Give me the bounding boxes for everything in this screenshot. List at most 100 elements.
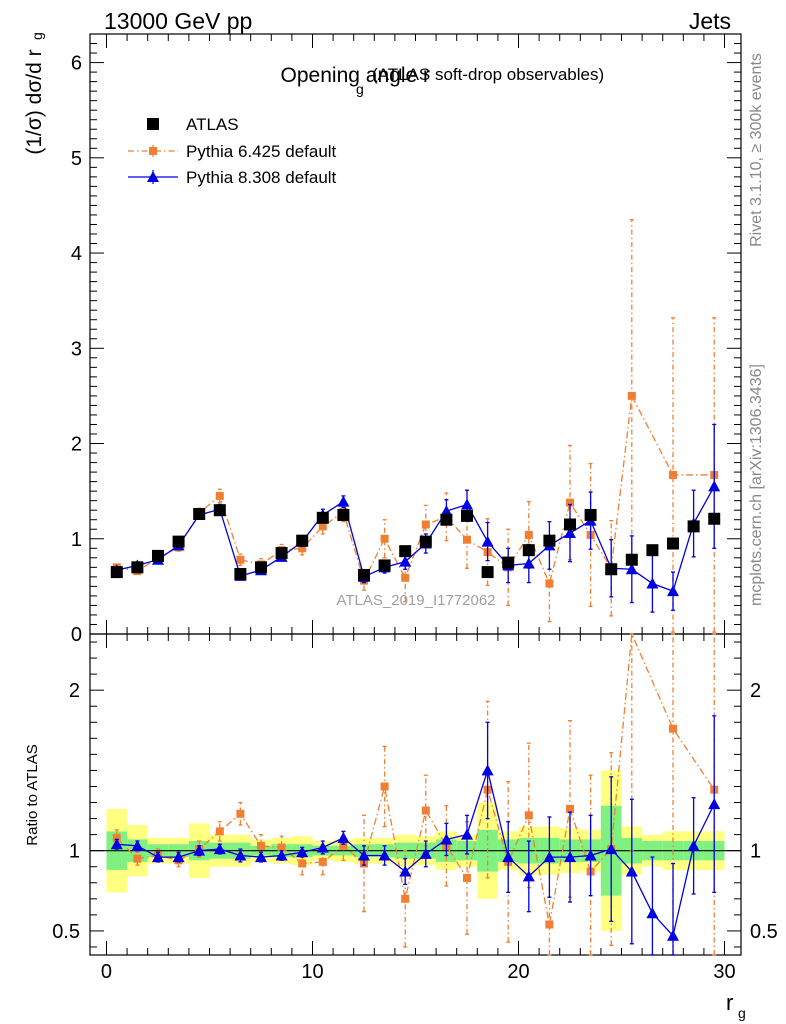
ratio-py8-point-23 xyxy=(584,849,597,861)
y-tick-label-1: 1 xyxy=(71,529,82,551)
ratio-py6-point-14 xyxy=(401,894,410,903)
ratio-y-tick-label-right-1: 1 xyxy=(750,841,761,863)
ratio-py8-point-9 xyxy=(296,846,309,858)
main-py8-point-14 xyxy=(399,555,412,567)
ratio-py8-point-27 xyxy=(667,929,680,941)
ratio-py8-point-21 xyxy=(543,851,556,863)
main-atlas-point-5 xyxy=(213,504,226,517)
legend-marker-atlas xyxy=(147,118,159,130)
main-atlas-point-15 xyxy=(419,535,432,548)
ratio-py8-point-3 xyxy=(172,851,185,863)
y-tick-label-3: 3 xyxy=(71,338,82,360)
x-tick-label-10: 10 xyxy=(301,961,323,983)
ratio-py6-point-0 xyxy=(112,833,121,842)
ratio-py8-point-1 xyxy=(131,839,144,851)
y-tick-label-2: 2 xyxy=(71,434,82,456)
main-atlas-point-4 xyxy=(193,508,206,520)
main-py6-point-26 xyxy=(669,470,678,479)
ratio-y-tick-label-right-0.5: 0.5 xyxy=(750,921,778,943)
y-tick-label-5: 5 xyxy=(71,148,82,170)
x-tick-label-20: 20 xyxy=(507,961,529,983)
ratio-py6-point-6 xyxy=(236,809,245,818)
ratio-py8-point-4 xyxy=(193,844,206,856)
main-atlas-point-18 xyxy=(481,566,494,579)
main-py6-point-25 xyxy=(627,391,636,400)
ratio-py8-point-28 xyxy=(687,839,700,851)
main-py8-point-20 xyxy=(522,557,535,569)
main-py6-point-14 xyxy=(401,573,410,582)
ratio-py8-point-2 xyxy=(151,851,164,863)
main-py8-point-29 xyxy=(708,480,721,492)
x-tick-label-30: 30 xyxy=(713,961,735,983)
ratio-py8-point-6 xyxy=(234,849,247,861)
main-atlas-point-27 xyxy=(667,537,680,550)
y-tick-label-4: 4 xyxy=(71,243,82,265)
main-py6-point-15 xyxy=(421,520,430,529)
rivet-label: Rivet 3.1.10, ≥ 300k events xyxy=(748,53,765,247)
ratio-y-tick-label-right-2: 2 xyxy=(750,680,761,702)
legend-label-py8: Pythia 8.308 default xyxy=(186,168,337,187)
main-py6-point-6 xyxy=(236,555,245,564)
ratio-py6-point-13 xyxy=(380,782,389,791)
ratio-py8-point-19 xyxy=(502,851,515,863)
main-py6-point-21 xyxy=(545,579,554,588)
ratio-py8-point-15 xyxy=(419,847,432,859)
y-axis-label: (1/σ) dσ/d r xyxy=(23,49,46,154)
main-py8-point-22 xyxy=(564,527,577,539)
ratio-y-axis-label: Ratio to ATLAS xyxy=(24,744,41,845)
y-tick-label-6: 6 xyxy=(71,53,82,75)
main-py8-point-18 xyxy=(481,535,494,547)
main-py6-point-5 xyxy=(215,491,224,500)
x-tick-label-0: 0 xyxy=(101,961,112,983)
ratio-py6-point-11 xyxy=(339,841,348,850)
main-atlas-point-25 xyxy=(625,553,638,566)
ratio-py6-point-17 xyxy=(463,873,472,882)
ratio-py8-point-24 xyxy=(605,843,618,855)
main-py8-point-26 xyxy=(646,577,659,589)
ratio-y-tick-label-left-0.5: 0.5 xyxy=(52,921,80,943)
main-atlas-point-12 xyxy=(357,568,370,581)
main-atlas-point-23 xyxy=(584,508,597,521)
ratio-py8-point-29 xyxy=(708,798,721,810)
main-atlas-point-29 xyxy=(708,512,721,525)
ratio-frame xyxy=(89,633,742,956)
main-plot: 0 1 2 3 4 5 6 xyxy=(71,33,742,646)
ratio-py8-point-13 xyxy=(378,849,391,861)
legend-marker-py6 xyxy=(149,147,157,155)
ratio-py8-point-20 xyxy=(522,870,535,882)
ratio-py8-point-14 xyxy=(399,865,412,877)
main-atlas-point-28 xyxy=(687,520,700,533)
main-atlas-point-6 xyxy=(234,568,247,580)
main-py6-point-17 xyxy=(463,535,472,544)
mcplots-label: mcplots.cern.ch [arXiv:1306.3436] xyxy=(748,364,765,606)
main-py8-line xyxy=(116,486,715,592)
legend: ATLAS Pythia 6.425 default Pythia 8.308 … xyxy=(128,115,337,187)
main-atlas-point-0 xyxy=(110,566,123,579)
main-atlas-point-9 xyxy=(296,534,309,547)
legend-label-py6: Pythia 6.425 default xyxy=(186,142,337,161)
main-py8-point-25 xyxy=(625,563,638,575)
ratio-py6-point-5 xyxy=(215,827,224,836)
watermark: ATLAS_2019_I1772062 xyxy=(336,592,495,609)
ratio-py8-point-8 xyxy=(275,849,288,861)
plot-title-note: (ATLAS soft-drop observables) xyxy=(372,65,604,84)
main-atlas-point-1 xyxy=(131,561,144,574)
ratio-py8-point-12 xyxy=(357,849,370,861)
main-atlas-point-17 xyxy=(461,509,474,522)
main-py6-point-22 xyxy=(566,498,575,507)
ratio-py8-point-16 xyxy=(440,833,453,845)
header-right: Jets xyxy=(689,8,731,34)
main-py6-point-10 xyxy=(318,522,327,531)
ratio-py8-point-17 xyxy=(461,828,474,840)
ratio-y-tick-label-left-2: 2 xyxy=(69,680,80,702)
main-atlas-point-13 xyxy=(378,559,391,572)
main-py8-point-16 xyxy=(440,505,453,517)
plot-title-sub: g xyxy=(356,81,364,97)
ratio-py8-point-10 xyxy=(316,841,329,853)
legend-marker-py8 xyxy=(147,171,159,182)
ratio-py6-point-22 xyxy=(566,804,575,813)
y-axis-label-sub: g xyxy=(29,32,45,40)
ratio-py8-point-7 xyxy=(254,851,267,863)
main-py6-point-13 xyxy=(380,534,389,543)
